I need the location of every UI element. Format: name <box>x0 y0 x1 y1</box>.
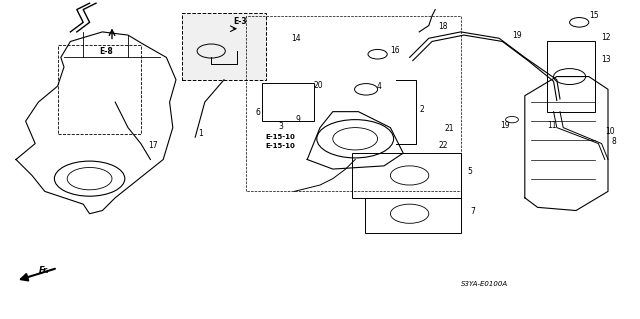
Text: 2: 2 <box>419 105 424 114</box>
Text: 4: 4 <box>376 82 381 91</box>
Text: E-15-10: E-15-10 <box>266 143 296 149</box>
Bar <box>58 45 141 134</box>
Text: 8: 8 <box>611 137 616 145</box>
Text: 12: 12 <box>602 33 611 42</box>
Text: 21: 21 <box>445 124 454 133</box>
Text: 10: 10 <box>605 127 614 136</box>
Text: 14: 14 <box>291 34 301 43</box>
Text: E-8: E-8 <box>99 47 113 56</box>
Text: S3YA-E0100A: S3YA-E0100A <box>461 281 508 287</box>
Text: E-15-10: E-15-10 <box>266 134 296 140</box>
Text: 19: 19 <box>500 121 510 130</box>
Text: 13: 13 <box>602 55 611 64</box>
Text: Fr.: Fr. <box>38 266 49 275</box>
Bar <box>182 13 266 80</box>
Text: 7: 7 <box>470 207 476 216</box>
Text: 5: 5 <box>467 167 472 176</box>
Text: 6: 6 <box>256 108 261 117</box>
Text: 22: 22 <box>438 141 448 150</box>
Text: 16: 16 <box>390 46 400 55</box>
Text: E-3: E-3 <box>234 17 247 26</box>
Text: 18: 18 <box>438 22 448 31</box>
Text: 20: 20 <box>314 81 323 90</box>
Text: 19: 19 <box>512 31 522 40</box>
Text: 3: 3 <box>278 122 284 131</box>
Text: 1: 1 <box>198 129 203 137</box>
Text: 17: 17 <box>148 141 158 150</box>
Text: 15: 15 <box>589 11 598 19</box>
Text: 11: 11 <box>547 121 557 130</box>
Text: 9: 9 <box>296 115 301 124</box>
